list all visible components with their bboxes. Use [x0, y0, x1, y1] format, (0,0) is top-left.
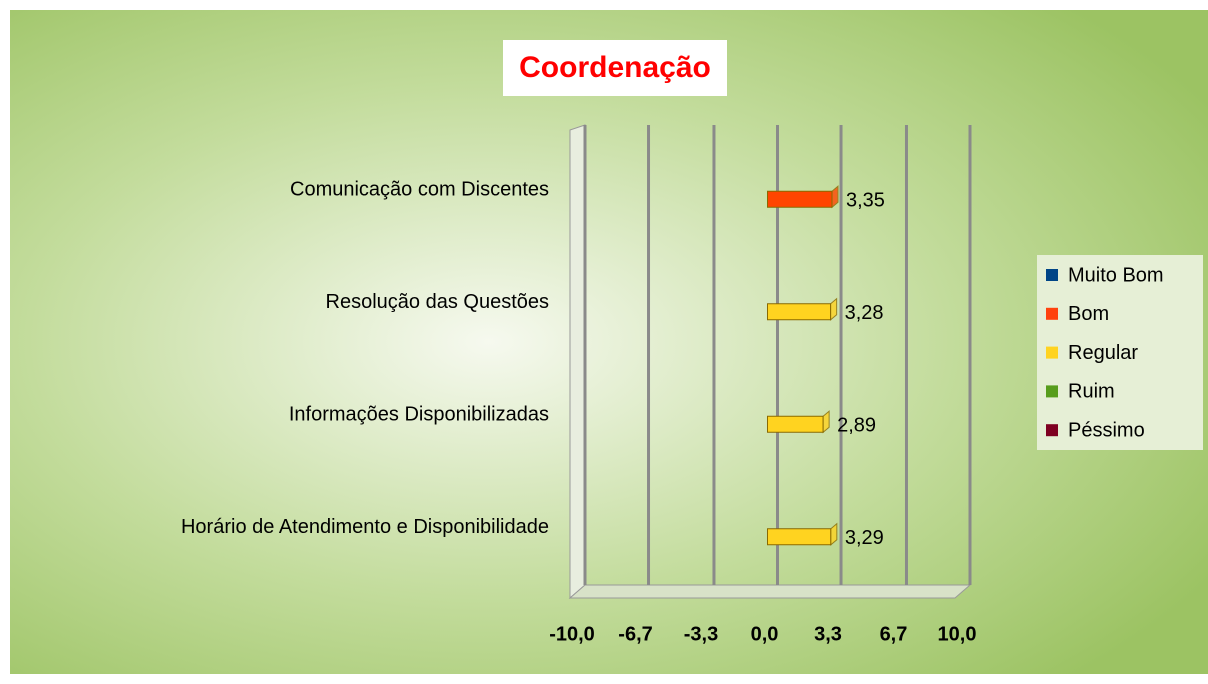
y-tick-label: Informações Disponibilizadas: [289, 404, 549, 426]
legend-label: Regular: [1068, 342, 1138, 364]
x-tick-label: -10,0: [549, 623, 595, 645]
y-tick-label: Comunicação com Discentes: [290, 179, 549, 201]
legend-swatch: [1046, 346, 1058, 359]
legend-label: Ruim: [1068, 381, 1115, 403]
x-tick-label: 10,0: [938, 623, 977, 645]
bar-cap: [831, 185, 839, 209]
data-label: 3,35: [846, 190, 885, 212]
legend-label: Muito Bom: [1068, 264, 1164, 286]
legend-swatch: [1046, 307, 1058, 320]
background: [10, 10, 1208, 674]
legend-label: Péssimo: [1068, 419, 1145, 441]
data-label: 2,89: [837, 415, 876, 437]
data-label: 3,29: [845, 527, 884, 549]
data-label: 3,28: [845, 302, 884, 324]
x-tick-label: -6,7: [618, 623, 652, 645]
chart-title: Coordenação: [519, 51, 711, 84]
floor: [568, 584, 972, 599]
x-tick-label: 3,3: [814, 623, 842, 645]
bar-cap: [822, 410, 830, 434]
title-box: [503, 40, 727, 96]
x-tick-label: -3,3: [684, 623, 718, 645]
bar: [767, 528, 832, 546]
side-wall: [569, 124, 586, 600]
y-tick-label: Resolução das Questões: [326, 291, 549, 313]
bar-cap: [830, 522, 838, 546]
bar: [767, 415, 824, 433]
legend-swatch: [1046, 385, 1058, 398]
bar: [767, 303, 832, 321]
bar: [767, 190, 833, 208]
legend-box: [1037, 255, 1203, 450]
bar-cap: [830, 297, 838, 321]
y-tick-label: Horário de Atendimento e Disponibilidade: [181, 516, 549, 538]
x-tick-label: 6,7: [880, 623, 908, 645]
legend-swatch: [1046, 424, 1058, 437]
x-tick-label: 0,0: [751, 623, 779, 645]
legend-swatch: [1046, 269, 1058, 281]
legend-label: Bom: [1068, 303, 1109, 325]
